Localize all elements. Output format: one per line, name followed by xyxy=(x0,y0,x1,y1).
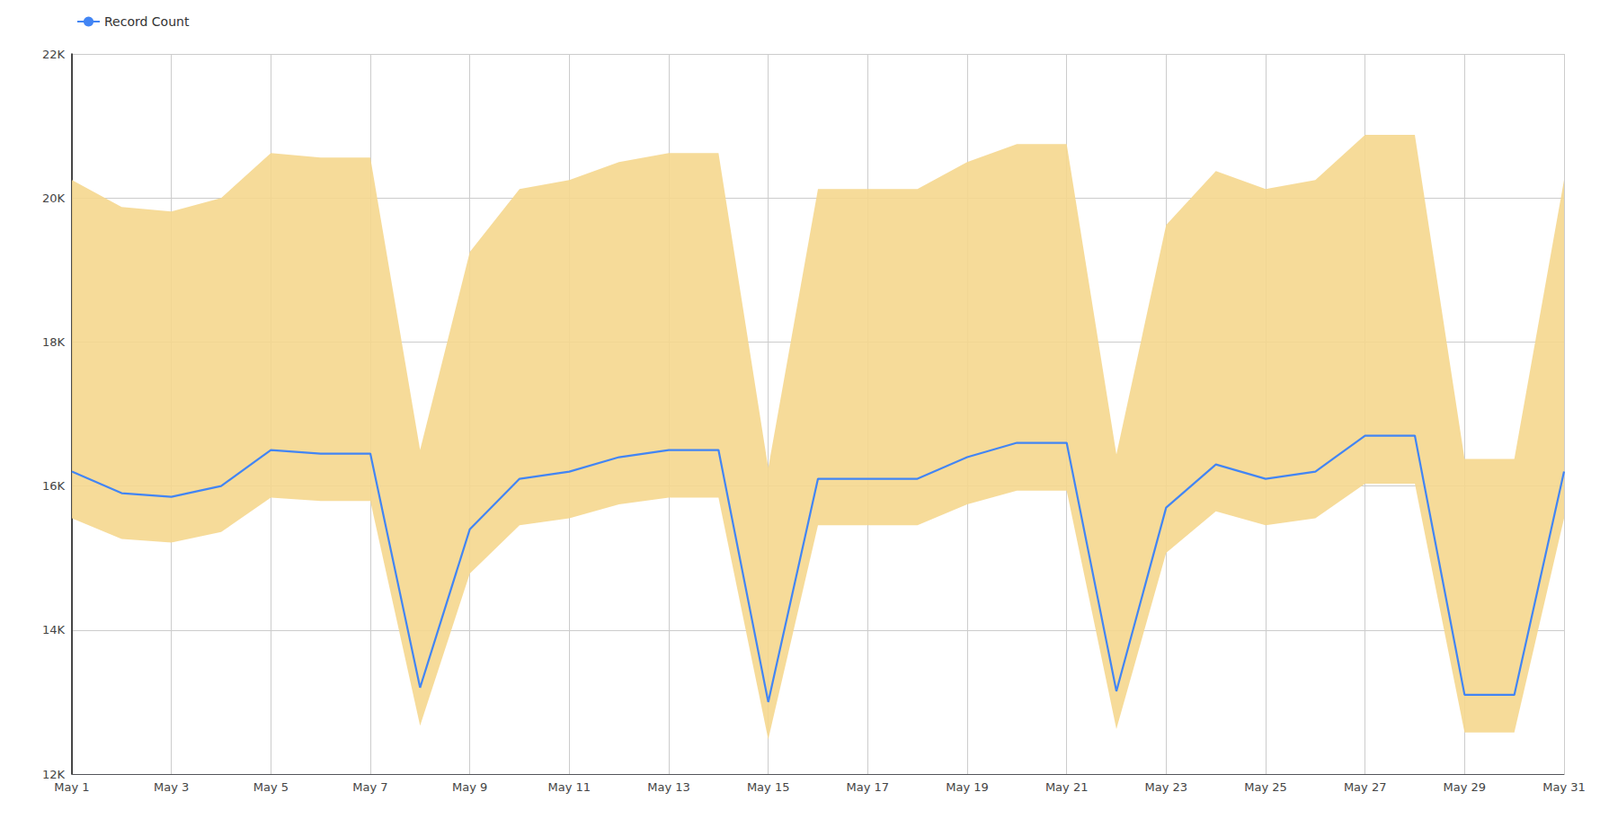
svg-text:16K: 16K xyxy=(42,479,66,493)
svg-text:May 29: May 29 xyxy=(1443,780,1487,794)
svg-text:14K: 14K xyxy=(42,622,66,637)
svg-text:22K: 22K xyxy=(42,47,66,62)
svg-text:18K: 18K xyxy=(42,335,66,349)
svg-text:20K: 20K xyxy=(42,191,66,205)
svg-text:May 11: May 11 xyxy=(548,780,592,794)
svg-text:May 17: May 17 xyxy=(846,780,890,794)
svg-text:May 23: May 23 xyxy=(1145,780,1189,794)
svg-text:May 25: May 25 xyxy=(1244,780,1288,794)
svg-text:May 1: May 1 xyxy=(53,780,89,794)
svg-text:May 21: May 21 xyxy=(1045,780,1089,794)
svg-text:Record Count: Record Count xyxy=(104,14,190,29)
svg-text:May 15: May 15 xyxy=(746,780,791,794)
svg-text:May 13: May 13 xyxy=(647,780,691,794)
svg-text:May 31: May 31 xyxy=(1542,780,1586,794)
svg-text:May 5: May 5 xyxy=(253,780,289,794)
svg-text:May 19: May 19 xyxy=(945,780,989,794)
svg-text:May 27: May 27 xyxy=(1343,780,1387,794)
svg-text:May 7: May 7 xyxy=(352,780,388,794)
svg-text:12K: 12K xyxy=(42,767,66,782)
svg-text:May 3: May 3 xyxy=(153,780,189,794)
svg-text:May 9: May 9 xyxy=(452,780,488,794)
